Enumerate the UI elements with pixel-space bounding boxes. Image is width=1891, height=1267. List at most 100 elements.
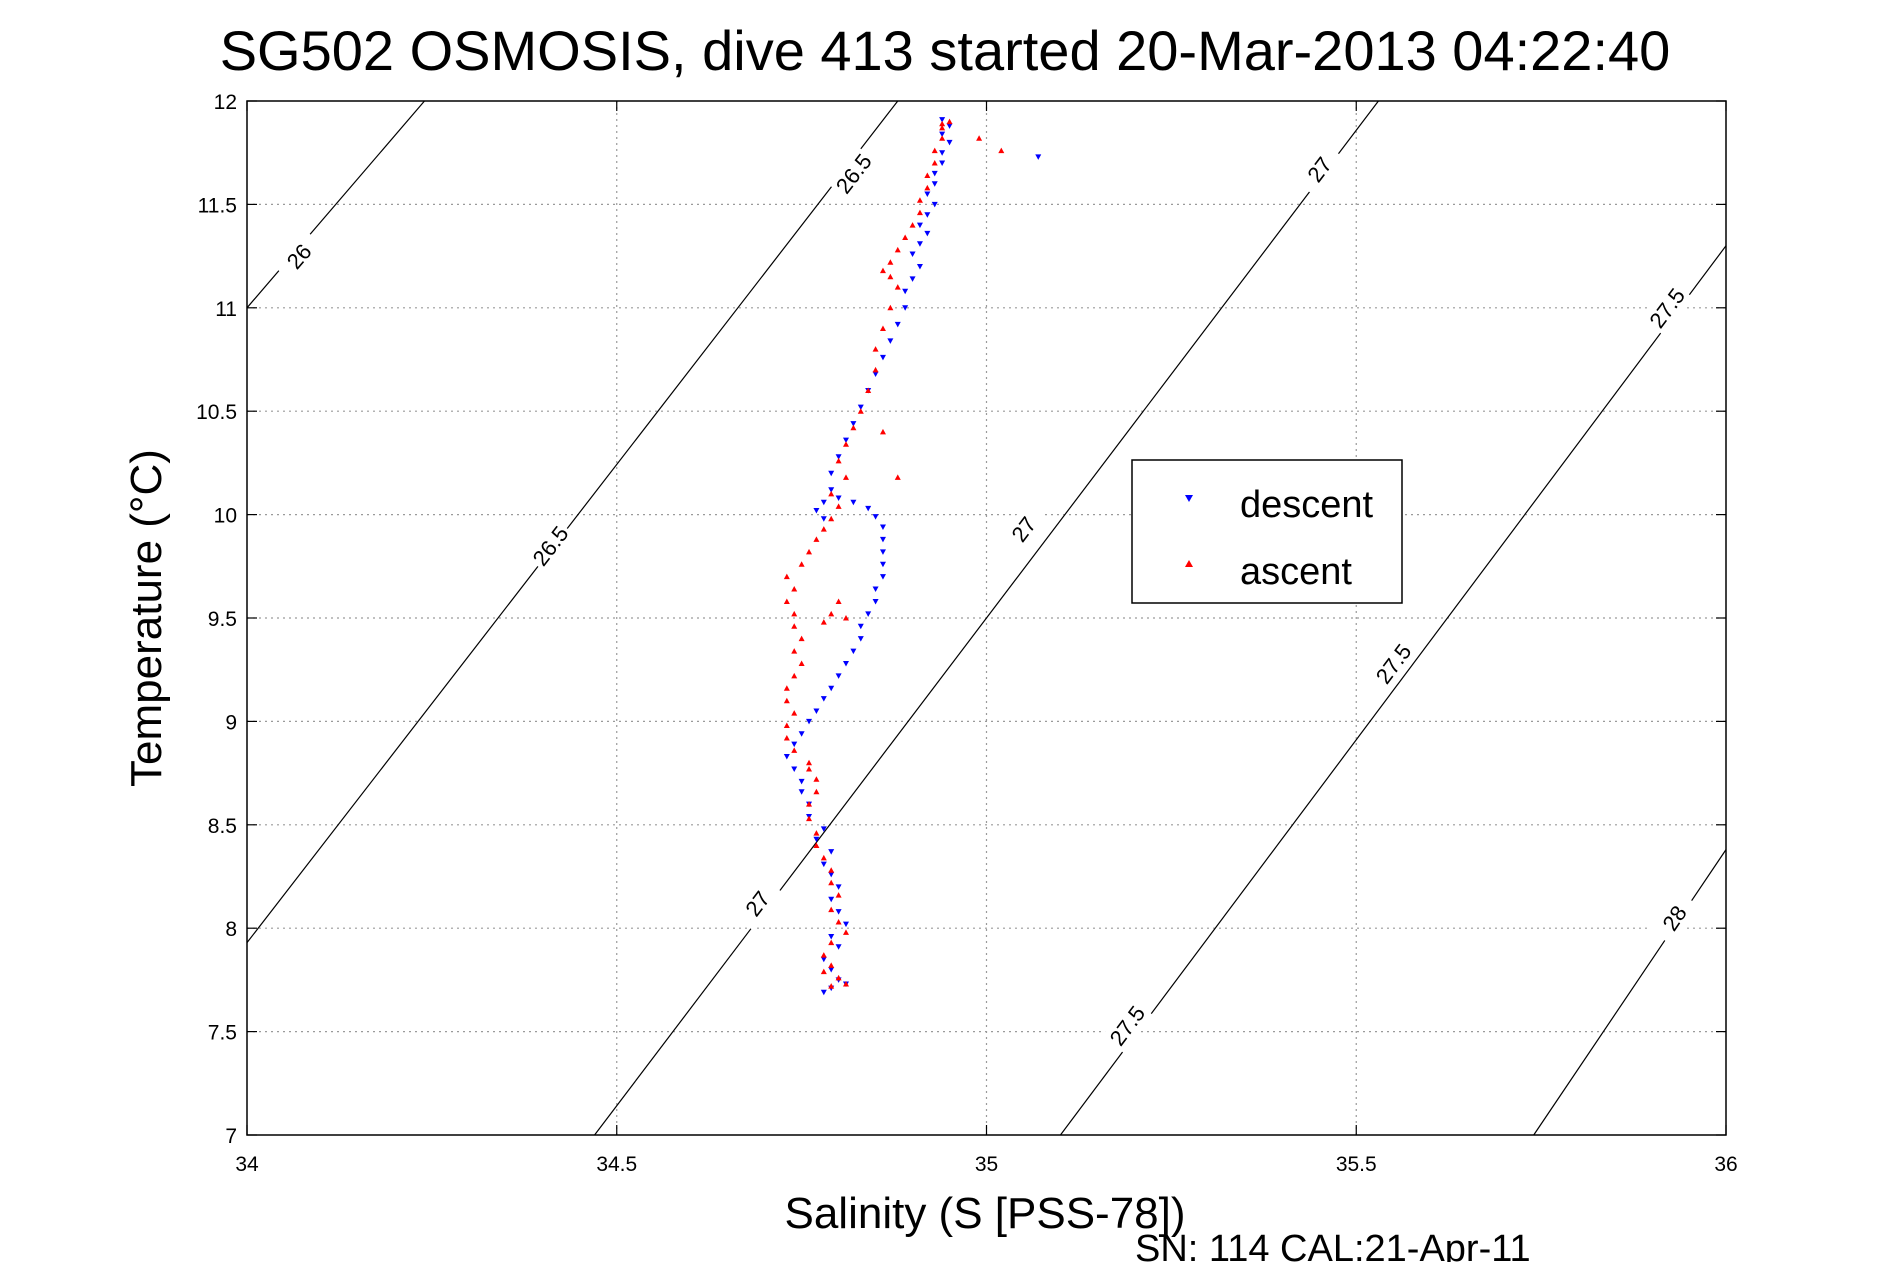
point-descent (813, 708, 820, 715)
point-descent (872, 371, 879, 377)
point-ascent (791, 672, 798, 679)
point-descent (902, 288, 909, 295)
contour-label-bg (524, 518, 576, 574)
point-descent (857, 623, 864, 630)
point-ascent (931, 160, 938, 166)
point-ascent (791, 648, 798, 654)
point-descent (835, 944, 842, 950)
point-descent (931, 170, 938, 177)
y-tick-label: 7 (225, 1125, 237, 1148)
point-ascent (857, 408, 864, 414)
point-ascent (828, 515, 835, 522)
density-contour-26.5 (246, 100, 899, 944)
point-descent (916, 263, 923, 270)
x-tick-label: 34.5 (596, 1153, 637, 1176)
y-tick-label: 11.5 (198, 194, 237, 217)
point-ascent (813, 536, 820, 542)
point-descent (939, 160, 946, 167)
point-descent (939, 117, 946, 123)
point-ascent (806, 548, 813, 555)
point-ascent (783, 598, 790, 604)
point-descent (828, 933, 835, 940)
point-ascent (835, 503, 842, 509)
point-descent (835, 673, 842, 679)
point-ascent (791, 610, 798, 617)
instrument-footer: SN: 114 CAL:21-Apr-11 (1135, 1228, 1531, 1262)
point-descent (894, 321, 901, 328)
point-ascent (813, 830, 820, 836)
contour-label-bg (1293, 141, 1345, 197)
point-ascent (842, 441, 849, 447)
contour-label-bg (1649, 890, 1700, 946)
density-contour-28 (1533, 849, 1727, 1136)
point-ascent (998, 147, 1005, 154)
point-ascent (939, 124, 946, 131)
point-descent (828, 871, 835, 878)
point-ascent (806, 815, 813, 822)
contour-label-bg (272, 228, 326, 284)
point-ascent (791, 747, 798, 753)
point-descent (902, 305, 909, 311)
y-tick-label: 8.5 (208, 815, 237, 838)
point-descent (842, 437, 849, 444)
point-ascent (835, 974, 842, 981)
point-descent (857, 404, 864, 411)
point-ascent (783, 697, 790, 704)
point-descent (820, 696, 827, 702)
point-ascent (887, 304, 894, 311)
point-descent (909, 276, 916, 282)
point-ascent (879, 325, 886, 331)
point-descent (835, 495, 842, 502)
point-descent (916, 222, 923, 229)
chart-title: SG502 OSMOSIS, dive 413 started 20-Mar-2… (220, 19, 1671, 82)
point-ascent (806, 801, 813, 807)
legend-label-ascent: ascent (1240, 551, 1352, 593)
point-ascent (879, 428, 886, 435)
point-ascent (939, 135, 946, 141)
point-ascent (872, 366, 879, 373)
point-descent (813, 836, 820, 843)
legend: descent ascent (1131, 459, 1403, 604)
point-ascent (783, 573, 790, 580)
point-ascent (879, 267, 886, 274)
point-descent (946, 139, 953, 146)
point-descent (879, 561, 886, 568)
point-descent (820, 956, 827, 963)
point-ascent (842, 474, 849, 480)
point-descent (924, 191, 931, 198)
point-ascent (894, 474, 901, 480)
legend-marker-ascent (1185, 560, 1193, 567)
x-tick-label: 34 (235, 1153, 259, 1176)
point-descent (924, 230, 931, 237)
point-ascent (850, 424, 857, 431)
point-descent (791, 766, 798, 772)
point-descent (916, 241, 923, 247)
point-descent (828, 487, 835, 493)
point-descent (828, 685, 835, 692)
x-tick-label: 35 (975, 1153, 998, 1176)
series-ascent (783, 118, 1005, 989)
point-descent (879, 524, 886, 531)
point-ascent (916, 209, 923, 216)
point-descent (939, 150, 946, 156)
x-axis-label: Salinity (S [PSS-78]) (784, 1189, 1185, 1238)
point-descent (909, 251, 916, 258)
y-tick-label: 10.5 (196, 401, 237, 424)
point-descent (939, 131, 946, 138)
point-descent (798, 789, 805, 795)
point-ascent (931, 147, 938, 154)
y-tick-label: 9 (225, 711, 237, 734)
series-descent (783, 117, 1042, 996)
point-ascent (798, 635, 805, 642)
point-ascent (828, 983, 835, 989)
point-descent (1035, 154, 1042, 160)
point-ascent (909, 222, 916, 228)
point-ascent (976, 135, 983, 141)
point-descent (828, 470, 835, 477)
point-descent (946, 123, 953, 129)
point-ascent (828, 879, 835, 886)
point-ascent (894, 246, 901, 253)
point-descent (820, 826, 827, 832)
